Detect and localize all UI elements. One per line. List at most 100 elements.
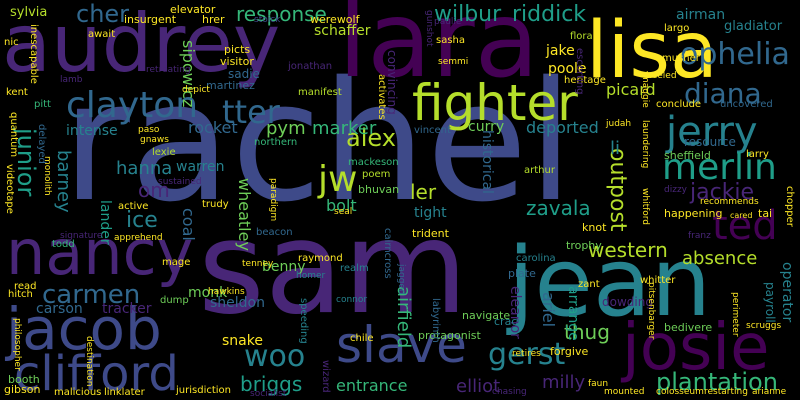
cloud-word: chile: [350, 333, 374, 344]
cloud-word: linklater: [104, 387, 145, 398]
cloud-word: knot: [582, 221, 607, 234]
cloud-word: jonathan: [288, 61, 333, 72]
cloud-word: speeding: [298, 298, 309, 344]
cloud-word: pitsenbarger: [646, 282, 656, 340]
cloud-word: convincing: [385, 50, 399, 115]
cloud-word: larry: [746, 149, 769, 160]
cloud-word: dump: [160, 295, 189, 306]
cloud-word: snake: [222, 333, 263, 349]
cloud-word: carmen: [42, 280, 141, 310]
cloud-word: cared: [730, 211, 753, 220]
cloud-word: ophelia: [680, 37, 790, 72]
cloud-word: jerry: [666, 109, 758, 155]
cloud-word: jacob: [6, 295, 162, 363]
cloud-word: riddick: [512, 2, 587, 27]
cloud-word: lander: [97, 200, 113, 245]
cloud-word: await: [88, 29, 116, 40]
cloud-word: hanna: [116, 158, 173, 179]
cloud-word: plantation: [656, 368, 778, 396]
cloud-word: monk: [188, 285, 228, 301]
cloud-word: whitter: [640, 275, 676, 286]
cloud-word: visitor: [220, 55, 254, 68]
cloud-word: largo: [664, 23, 690, 34]
cloud-word: merlin: [662, 147, 777, 188]
cloud-word: benny: [262, 259, 306, 275]
cloud-word: vincent: [414, 125, 451, 136]
cloud-word: scruggs: [746, 321, 782, 331]
cloud-word: sheldon: [210, 295, 265, 311]
cloud-word: tenney: [242, 259, 274, 269]
cloud-word: retires: [512, 349, 541, 359]
cloud-word: elliot: [456, 376, 501, 397]
cloud-word: socialist: [250, 389, 287, 399]
cloud-word: seal: [334, 207, 353, 217]
cloud-word: gladiator: [724, 19, 783, 34]
cloud-word: laundering: [640, 120, 650, 169]
cloud-word: uncovered: [720, 99, 773, 110]
cloud-word: hrer: [202, 13, 225, 26]
cloud-word: briggs: [240, 372, 303, 396]
cloud-word: forgive: [550, 345, 589, 358]
cloud-word: audrey: [2, 0, 281, 90]
cloud-word: manifest: [298, 87, 342, 98]
cloud-word: musher: [662, 53, 700, 64]
cloud-word: monolith: [42, 156, 52, 196]
cloud-word: inescapable: [28, 24, 39, 84]
cloud-word: beacon: [256, 227, 293, 238]
cloud-word: wizard: [320, 360, 331, 393]
cloud-word: escorting: [574, 48, 585, 95]
cloud-word: connor: [336, 295, 368, 305]
cloud-word: curry: [468, 119, 505, 135]
cloud-word: happening: [664, 207, 723, 220]
cloud-word: judah: [606, 119, 632, 129]
cloud-word: eleanor: [507, 286, 523, 339]
cloud-word: ler: [410, 180, 437, 204]
cloud-word: insurgent: [124, 13, 177, 26]
cloud-word: absence: [682, 248, 758, 269]
cloud-word: alex: [346, 124, 396, 152]
cloud-word: deported: [526, 118, 599, 137]
cloud-word: picard: [606, 80, 656, 99]
cloud-word: om: [138, 178, 170, 202]
cloud-word: sasha: [436, 35, 466, 46]
cloud-word: realm: [340, 263, 369, 274]
cloud-word: labyrinth: [430, 298, 441, 343]
cloud-word: northern: [254, 137, 298, 148]
cloud-word: tai: [758, 207, 773, 220]
cloud-word: quantum: [8, 112, 19, 158]
cloud-word: jurisdiction: [176, 385, 231, 396]
cloud-word: ted: [712, 203, 778, 249]
cloud-word: wilbur: [434, 2, 502, 27]
cloud-word: faun: [588, 379, 609, 389]
cloud-word: destination: [84, 336, 94, 387]
cloud-word: kent: [6, 87, 28, 98]
cloud-word: paradigm: [268, 178, 278, 222]
cloud-word: apprehend: [114, 233, 163, 243]
cloud-word: todd: [52, 239, 75, 250]
cloud-word: jackie: [690, 180, 755, 205]
cloud-word: arianne: [752, 387, 787, 397]
cloud-word: plate: [508, 267, 536, 280]
cloud-word: trident: [412, 227, 449, 240]
cloud-word: sipowicz: [179, 40, 198, 108]
cloud-word: response: [236, 2, 327, 26]
cloud-word: pitt: [34, 99, 51, 110]
cloud-word: rocket: [188, 118, 238, 137]
cloud-word: thug: [564, 320, 610, 344]
cloud-word: junior: [12, 128, 40, 197]
cloud-word: bhuvan: [358, 183, 400, 196]
cloud-word: barney: [53, 150, 74, 213]
cloud-word: milly: [542, 372, 586, 393]
cloud-word: rachel: [62, 46, 574, 238]
cloud-word: delayed: [36, 124, 47, 164]
cloud-word: read: [14, 281, 37, 292]
cloud-word: clifford: [14, 346, 179, 400]
cloud-word: airman: [676, 7, 726, 23]
cloud-word: navigate: [462, 309, 511, 322]
cloud-word: protagonist: [418, 329, 481, 342]
cloud-word: elevator: [170, 3, 216, 16]
cloud-word: paso: [138, 125, 160, 135]
cloud-word: slave: [336, 316, 467, 374]
cloud-word: diana: [684, 77, 762, 110]
